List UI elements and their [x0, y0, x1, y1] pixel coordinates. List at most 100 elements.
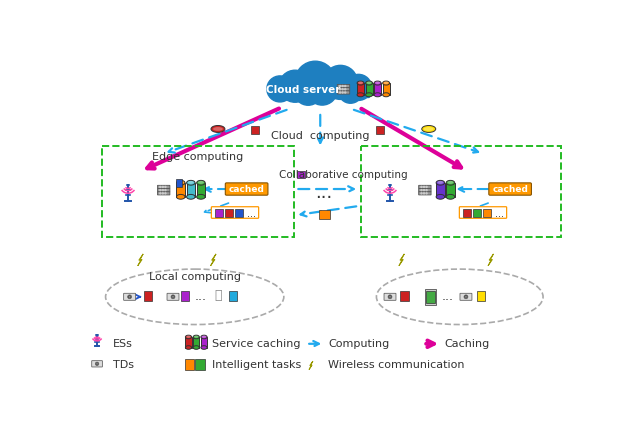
Ellipse shape [357, 93, 364, 97]
FancyBboxPatch shape [270, 83, 370, 98]
FancyBboxPatch shape [337, 87, 349, 91]
FancyBboxPatch shape [225, 183, 268, 195]
FancyBboxPatch shape [419, 185, 431, 188]
Ellipse shape [367, 81, 371, 84]
FancyBboxPatch shape [337, 84, 349, 87]
FancyBboxPatch shape [186, 337, 191, 348]
Circle shape [345, 86, 346, 87]
FancyBboxPatch shape [187, 183, 195, 197]
Ellipse shape [437, 181, 444, 184]
Circle shape [171, 295, 175, 299]
Circle shape [295, 61, 335, 101]
Circle shape [426, 186, 427, 187]
Ellipse shape [383, 81, 390, 85]
Circle shape [421, 186, 422, 187]
FancyBboxPatch shape [319, 210, 330, 219]
Ellipse shape [193, 335, 199, 339]
FancyBboxPatch shape [252, 126, 259, 134]
FancyBboxPatch shape [376, 126, 384, 134]
FancyBboxPatch shape [463, 209, 471, 217]
FancyBboxPatch shape [196, 183, 205, 197]
FancyBboxPatch shape [167, 293, 179, 301]
Ellipse shape [374, 93, 381, 97]
FancyBboxPatch shape [229, 291, 237, 301]
Circle shape [421, 190, 422, 191]
Ellipse shape [198, 181, 204, 184]
FancyBboxPatch shape [180, 291, 189, 301]
FancyBboxPatch shape [384, 293, 396, 301]
Ellipse shape [186, 336, 191, 338]
Circle shape [389, 296, 391, 298]
Circle shape [323, 65, 358, 100]
Circle shape [160, 186, 161, 187]
Polygon shape [211, 254, 216, 266]
Circle shape [165, 193, 166, 194]
Circle shape [172, 296, 174, 298]
Ellipse shape [177, 194, 185, 199]
Text: ...: ... [442, 290, 453, 304]
FancyBboxPatch shape [426, 291, 435, 303]
FancyBboxPatch shape [400, 291, 408, 301]
Ellipse shape [202, 336, 206, 338]
Text: ...: ... [495, 209, 504, 219]
Text: cached: cached [492, 184, 528, 194]
FancyBboxPatch shape [460, 207, 507, 218]
FancyBboxPatch shape [193, 337, 199, 348]
Ellipse shape [196, 194, 205, 199]
FancyBboxPatch shape [483, 209, 491, 217]
Ellipse shape [186, 346, 191, 349]
Circle shape [346, 74, 372, 100]
Circle shape [160, 193, 161, 194]
Text: Intelligent tasks: Intelligent tasks [212, 360, 301, 370]
Ellipse shape [374, 81, 381, 85]
Circle shape [307, 75, 337, 105]
FancyBboxPatch shape [176, 179, 182, 187]
Text: ...: ... [316, 184, 333, 202]
Ellipse shape [365, 81, 372, 85]
FancyBboxPatch shape [419, 192, 431, 195]
FancyBboxPatch shape [124, 293, 136, 301]
FancyBboxPatch shape [92, 361, 102, 367]
Text: 🤖: 🤖 [214, 289, 221, 302]
Ellipse shape [188, 181, 194, 184]
FancyBboxPatch shape [477, 291, 485, 301]
FancyBboxPatch shape [474, 209, 481, 217]
Ellipse shape [375, 81, 380, 84]
FancyBboxPatch shape [446, 183, 454, 197]
Circle shape [339, 79, 363, 103]
Text: Edge computing: Edge computing [152, 152, 243, 162]
FancyBboxPatch shape [157, 188, 170, 192]
Text: Local computing: Local computing [148, 272, 241, 282]
Ellipse shape [201, 346, 207, 349]
Ellipse shape [376, 269, 543, 325]
FancyBboxPatch shape [383, 83, 390, 95]
Circle shape [388, 295, 392, 299]
Ellipse shape [194, 336, 198, 338]
Circle shape [129, 296, 131, 298]
Circle shape [165, 190, 166, 191]
Text: Wireless communication: Wireless communication [328, 360, 465, 370]
Ellipse shape [383, 93, 390, 97]
Text: Cloud  computing: Cloud computing [271, 131, 369, 141]
FancyBboxPatch shape [157, 185, 170, 188]
Text: ESs: ESs [113, 339, 132, 349]
Ellipse shape [177, 181, 185, 185]
Ellipse shape [424, 127, 434, 131]
Text: Computing: Computing [328, 339, 389, 349]
Circle shape [426, 190, 427, 191]
FancyBboxPatch shape [489, 183, 531, 195]
Circle shape [279, 70, 311, 102]
FancyBboxPatch shape [365, 83, 372, 95]
FancyBboxPatch shape [436, 183, 445, 197]
FancyBboxPatch shape [374, 83, 381, 95]
Ellipse shape [186, 335, 191, 339]
Text: Cloud server: Cloud server [266, 85, 340, 95]
Ellipse shape [447, 181, 453, 184]
Text: Collaborative computing: Collaborative computing [279, 170, 408, 180]
Circle shape [127, 295, 132, 299]
Text: Service caching: Service caching [212, 339, 300, 349]
Ellipse shape [422, 126, 436, 132]
Circle shape [464, 295, 468, 299]
FancyBboxPatch shape [297, 171, 305, 178]
Circle shape [96, 363, 98, 365]
